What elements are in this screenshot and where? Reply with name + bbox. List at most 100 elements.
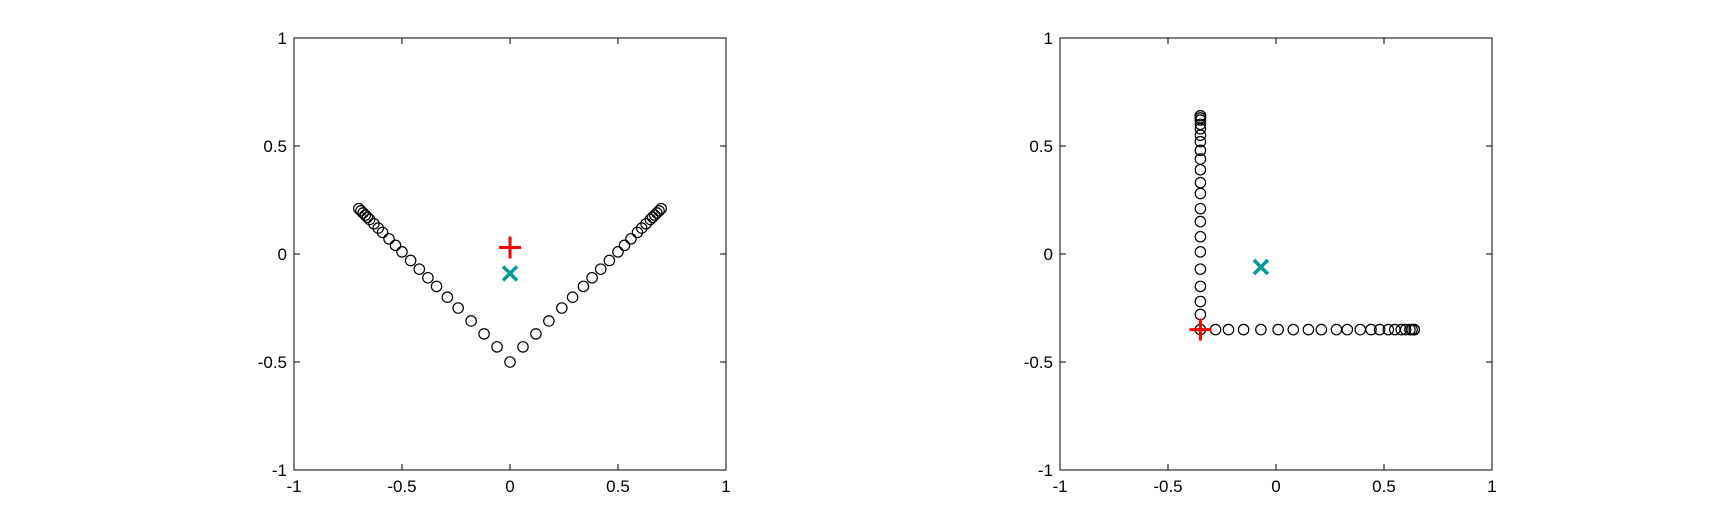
data-point — [491, 341, 503, 353]
data-point — [452, 302, 464, 314]
y-tick-label: 0.5 — [263, 137, 287, 156]
data-point — [383, 233, 395, 245]
data-point — [1272, 323, 1284, 336]
data-point — [422, 271, 434, 284]
data-point — [530, 328, 542, 340]
data-point — [359, 209, 372, 221]
data-point — [1194, 176, 1207, 189]
data-point — [1373, 323, 1386, 336]
data-point — [603, 254, 616, 267]
y-tick-label: -1 — [272, 461, 287, 480]
data-point — [1382, 323, 1395, 336]
x-tick-label: -1 — [286, 477, 301, 496]
data-point — [1194, 114, 1207, 126]
data-point — [655, 202, 667, 215]
plus-marker — [499, 236, 521, 259]
data-point — [640, 217, 652, 230]
data-point — [625, 233, 637, 245]
data-point — [368, 217, 380, 230]
data-point — [1194, 187, 1207, 200]
x-tick-label: -1 — [1052, 477, 1067, 496]
data-point — [1341, 323, 1354, 336]
x-tick-label: 0.5 — [1372, 477, 1396, 496]
data-point — [372, 222, 385, 234]
data-point — [1194, 295, 1207, 308]
data-point — [543, 315, 555, 327]
data-point — [517, 341, 529, 353]
data-point — [478, 328, 490, 340]
data-point — [1408, 323, 1421, 336]
y-tick-label: -1 — [1038, 461, 1053, 480]
data-point — [594, 263, 607, 275]
axes-box — [1059, 37, 1493, 471]
data-point — [1399, 323, 1412, 336]
data-point — [441, 291, 454, 303]
data-point — [363, 213, 376, 226]
data-point — [566, 291, 579, 303]
data-point — [1315, 323, 1328, 336]
data-point — [357, 207, 369, 219]
data-point — [355, 205, 367, 217]
data-point — [413, 263, 426, 275]
chart-panel-2: -1 -0.5 0 0.5 1 -1 -0.5 0 0.5 1 — [1024, 29, 1497, 496]
data-point — [1237, 323, 1250, 336]
data-point — [618, 239, 631, 252]
data-point — [646, 211, 659, 224]
x-tick-label: -0.5 — [387, 477, 416, 496]
data-point — [1302, 323, 1315, 336]
data-point — [389, 239, 402, 252]
y-tick-label: -0.5 — [258, 353, 287, 372]
x-tick-label: -0.5 — [1153, 477, 1182, 496]
data-point — [577, 280, 590, 293]
x-marker — [501, 265, 519, 282]
data-point — [1194, 129, 1207, 141]
x-tick-label: 0 — [1271, 477, 1280, 496]
data-point — [396, 246, 408, 258]
data-point — [1194, 263, 1207, 275]
x-tick-label: 1 — [1487, 477, 1496, 496]
data-point — [1194, 163, 1207, 176]
data-point — [1209, 323, 1222, 336]
data-point — [504, 356, 516, 368]
data-point — [612, 246, 624, 258]
chart-panel-1: -1 -0.5 0 0.5 1 -1 -0.5 0 0.5 1 — [258, 29, 731, 496]
y-tick-label: -0.5 — [1024, 353, 1053, 372]
plus-marker — [1189, 318, 1212, 341]
data-point — [430, 280, 443, 293]
data-point — [653, 205, 665, 217]
y-tick-label: 0.5 — [1029, 137, 1053, 156]
data-point — [361, 211, 374, 224]
data-point — [1194, 308, 1207, 321]
y-tick-label: 0 — [1044, 245, 1053, 264]
data-point — [1222, 323, 1235, 336]
data-point — [1255, 323, 1267, 336]
data-point — [1194, 246, 1207, 258]
data-point — [1194, 122, 1207, 135]
data-point — [635, 222, 648, 234]
data-point — [1194, 230, 1207, 243]
data-point — [556, 302, 568, 314]
data-point — [404, 254, 417, 267]
data-point — [1330, 323, 1343, 336]
y-tick-label: 0 — [278, 245, 287, 264]
x-tick-label: 1 — [721, 477, 730, 496]
data-point — [1194, 215, 1207, 228]
data-point — [1194, 144, 1207, 157]
data-point — [376, 226, 389, 239]
data-point — [1354, 323, 1367, 336]
data-point — [631, 226, 644, 239]
x-tick-label: 0.5 — [606, 477, 630, 496]
data-point — [644, 213, 657, 226]
x-tick-label: 0 — [505, 477, 514, 496]
data-point — [648, 209, 661, 221]
data-point — [1194, 280, 1207, 293]
data-point — [1365, 323, 1377, 336]
data-point — [1194, 202, 1207, 215]
data-point — [1287, 323, 1300, 336]
y-tick-label: 1 — [1044, 29, 1053, 48]
data-point — [352, 202, 365, 215]
data-point — [586, 271, 598, 284]
data-point — [1194, 135, 1207, 148]
x-marker — [1252, 258, 1270, 276]
